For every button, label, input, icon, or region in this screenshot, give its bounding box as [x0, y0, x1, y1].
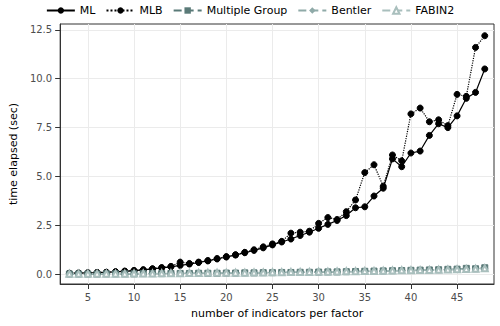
svg-text:number of indicators per facto: number of indicators per factor — [191, 307, 364, 320]
svg-text:25: 25 — [266, 292, 279, 303]
svg-text:time elapsed (sec): time elapsed (sec) — [7, 103, 20, 205]
svg-text:5: 5 — [85, 292, 91, 303]
svg-text:ML: ML — [80, 4, 96, 17]
svg-text:15: 15 — [174, 292, 187, 303]
svg-text:40: 40 — [405, 292, 418, 303]
svg-text:30: 30 — [312, 292, 325, 303]
svg-text:MLB: MLB — [139, 4, 162, 17]
svg-text:2.5: 2.5 — [36, 220, 52, 231]
svg-text:12.5: 12.5 — [30, 24, 52, 35]
svg-text:35: 35 — [358, 292, 371, 303]
svg-text:7.5: 7.5 — [36, 122, 52, 133]
svg-text:10: 10 — [128, 292, 141, 303]
svg-text:Multiple Group: Multiple Group — [207, 4, 288, 17]
svg-text:20: 20 — [220, 292, 233, 303]
svg-text:FABIN2: FABIN2 — [415, 4, 454, 17]
svg-text:5.0: 5.0 — [36, 171, 52, 182]
svg-text:0.0: 0.0 — [36, 269, 52, 280]
svg-text:10.0: 10.0 — [30, 73, 52, 84]
svg-text:45: 45 — [451, 292, 464, 303]
svg-text:Bentler: Bentler — [331, 4, 371, 17]
